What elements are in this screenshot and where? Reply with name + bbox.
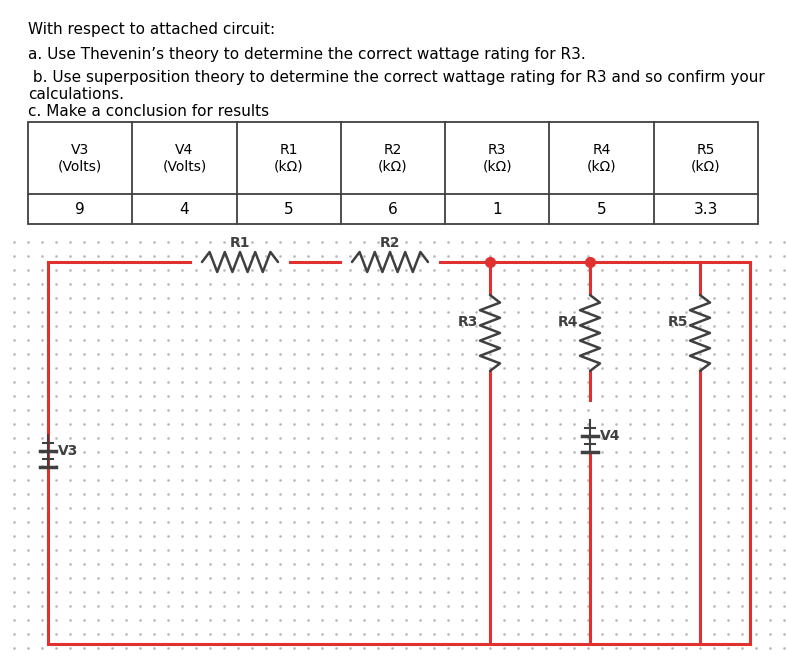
Text: 5: 5: [597, 201, 606, 216]
Text: 1: 1: [493, 201, 502, 216]
Text: V4: V4: [600, 429, 620, 443]
Bar: [28, 122, 758, 224]
Text: V3
(Volts): V3 (Volts): [58, 143, 102, 173]
Text: 4: 4: [180, 201, 189, 216]
Text: R2: R2: [380, 236, 400, 250]
Text: R1
(kΩ): R1 (kΩ): [274, 143, 303, 173]
Text: a. Use Thevenin’s theory to determine the correct wattage rating for R3.: a. Use Thevenin’s theory to determine th…: [28, 47, 586, 62]
Text: R3
(kΩ): R3 (kΩ): [483, 143, 512, 173]
Text: R4: R4: [557, 314, 578, 328]
Text: V3: V3: [58, 444, 79, 458]
Text: R1: R1: [230, 236, 250, 250]
Text: R4
(kΩ): R4 (kΩ): [587, 143, 616, 173]
Text: R5
(kΩ): R5 (kΩ): [691, 143, 721, 173]
Text: 6: 6: [388, 201, 398, 216]
Text: 5: 5: [284, 201, 293, 216]
Text: V4
(Volts): V4 (Volts): [162, 143, 207, 173]
Text: R3: R3: [457, 314, 478, 328]
Text: With respect to attached circuit:: With respect to attached circuit:: [28, 22, 275, 37]
Text: b. Use superposition theory to determine the correct wattage rating for R3 and s: b. Use superposition theory to determine…: [28, 70, 765, 103]
Text: 3.3: 3.3: [694, 201, 718, 216]
Text: R2
(kΩ): R2 (kΩ): [378, 143, 408, 173]
Text: 9: 9: [75, 201, 85, 216]
Text: R5: R5: [667, 314, 688, 328]
Text: c. Make a conclusion for results: c. Make a conclusion for results: [28, 104, 269, 119]
